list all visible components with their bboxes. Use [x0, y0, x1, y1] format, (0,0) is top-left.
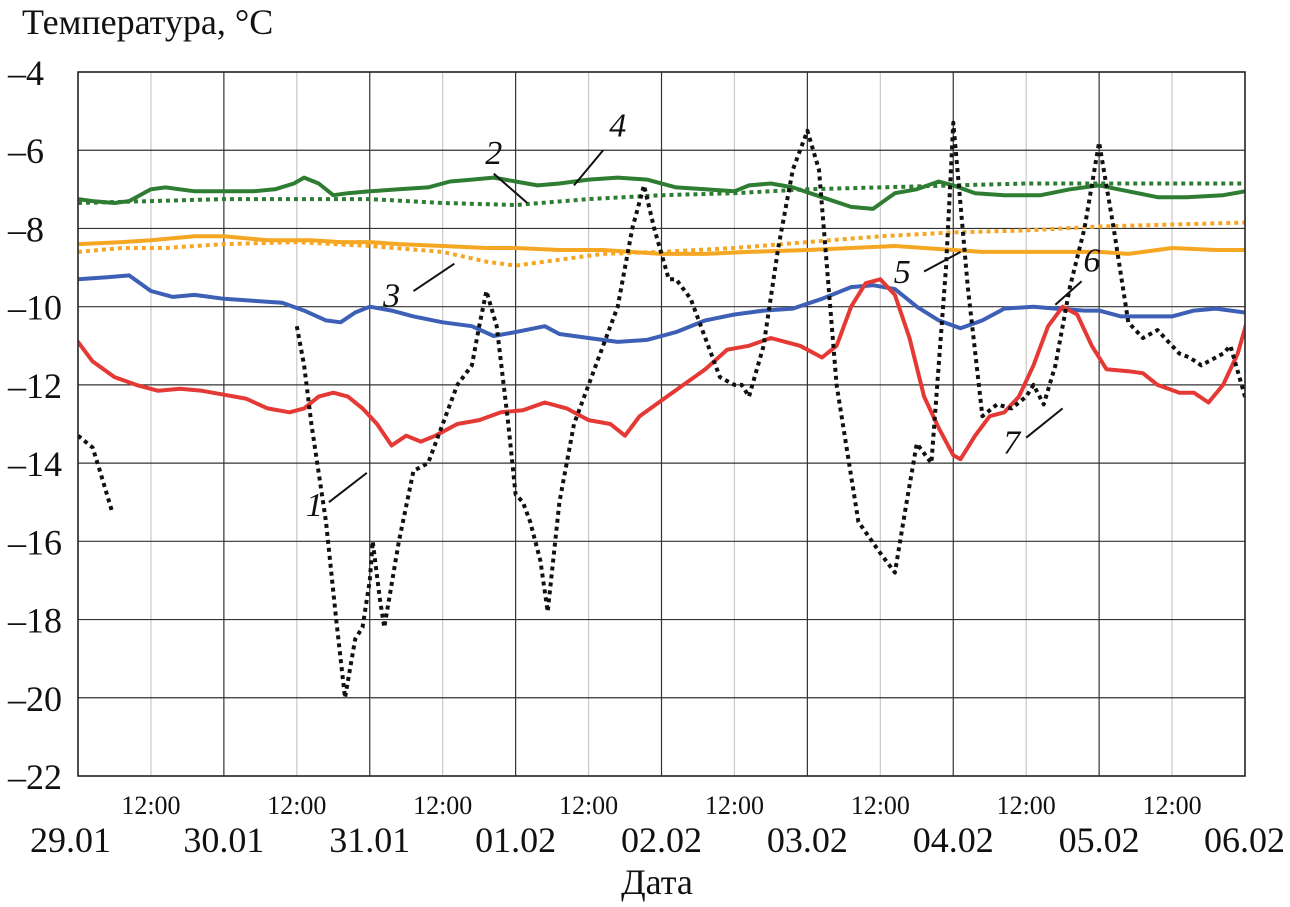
date-tick-label: 31.01: [329, 820, 410, 860]
annotation-label-7: 7: [1003, 424, 1022, 461]
annotation-label-1: 1: [306, 487, 323, 524]
time-tick-label: 12:00: [705, 791, 764, 820]
annotation-label-4: 4: [609, 108, 626, 145]
annotation-label-6: 6: [1083, 242, 1100, 279]
time-tick-label: 12:00: [121, 791, 180, 820]
date-tick-label: 05.02: [1059, 820, 1140, 860]
y-tick-label: –4: [7, 53, 44, 93]
annotation-leader-6: [1054, 280, 1083, 306]
date-tick-label: 06.02: [1204, 820, 1285, 860]
series-7-line: [78, 277, 1245, 462]
y-tick-label: –18: [7, 601, 62, 641]
date-tick-label: 02.02: [621, 820, 702, 860]
annotation-leader-1: [328, 472, 368, 504]
date-tick-label: 29.01: [30, 820, 111, 860]
date-tick-label: 30.01: [183, 820, 264, 860]
annotation-leader-2: [493, 172, 528, 204]
annotation-label-2: 2: [485, 135, 502, 172]
y-tick-labels: –4 –6 –8 –10 –12 –14 –16 –18 –20 –22: [7, 53, 62, 797]
y-tick-label: –6: [7, 131, 44, 171]
y-tick-label: –22: [7, 757, 62, 797]
x-axis-title: Дата: [621, 862, 693, 902]
y-tick-label: –10: [7, 288, 62, 328]
series-annotations: 1 2 3 4 5 6 7: [306, 108, 1101, 524]
time-tick-label: 12:00: [997, 791, 1056, 820]
y-tick-label: –20: [7, 679, 62, 719]
date-tick-label: 03.02: [767, 820, 848, 860]
annotation-label-3: 3: [382, 278, 400, 315]
date-tick-label: 01.02: [475, 820, 556, 860]
y-tick-label: –16: [7, 522, 62, 562]
y-tick-label: –12: [7, 366, 62, 406]
time-tick-label: 12:00: [267, 791, 326, 820]
time-tick-label: 12:00: [559, 791, 618, 820]
major-gridlines: [77, 71, 1246, 777]
annotation-leader-7: [1025, 407, 1064, 439]
annotation-leader-4: [573, 149, 604, 187]
series-2-line: [78, 181, 1245, 207]
series-6-line: [78, 273, 1245, 344]
series-1-line: [294, 120, 1245, 700]
series-5-line: [78, 234, 1245, 256]
date-tick-labels: 29.01 30.01 31.01 01.02 02.02 03.02 04.02 05.02…: [30, 820, 1285, 860]
y-tick-label: –14: [7, 444, 62, 484]
y-tick-label: –8: [7, 209, 44, 249]
plot-area-frame: [77, 71, 1246, 777]
time-tick-label: 12:00: [413, 791, 472, 820]
annotation-label-5: 5: [894, 254, 911, 291]
y-axis-title: Температура, °C: [22, 2, 273, 42]
annotation-leader-3: [412, 262, 455, 292]
date-tick-label: 04.02: [913, 820, 994, 860]
time-tick-labels: 12:00 12:00 12:00 12:00 12:00 12:00 12:00 12:00: [121, 791, 1201, 820]
series-3-line: [78, 220, 1245, 268]
annotation-leader-5: [923, 251, 962, 273]
series-lines: [78, 120, 1245, 700]
series-1-line: [78, 434, 114, 511]
time-tick-label: 12:00: [851, 791, 910, 820]
series-4-line: [78, 175, 1245, 211]
time-tick-label: 12:00: [1142, 791, 1201, 820]
